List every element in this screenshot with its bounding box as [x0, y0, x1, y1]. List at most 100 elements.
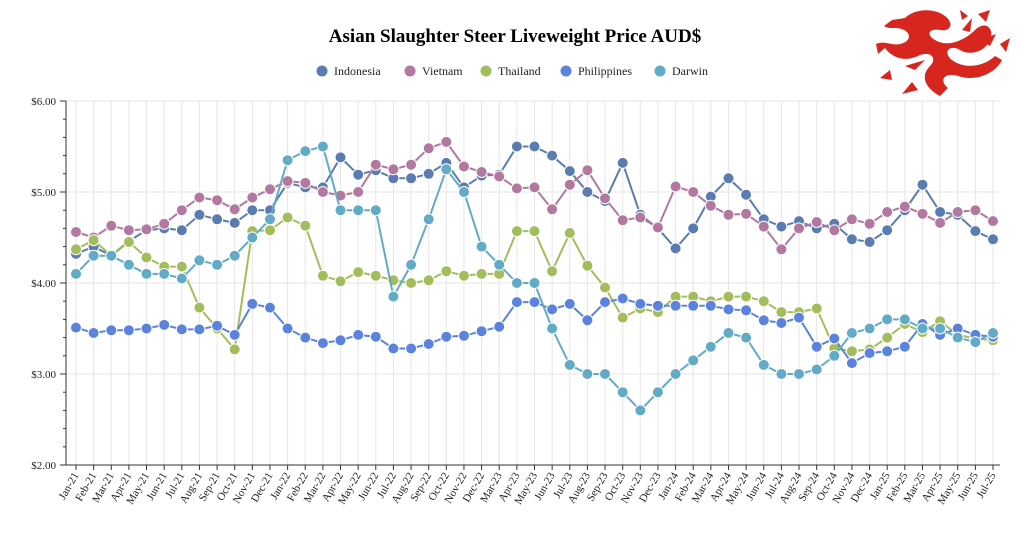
data-point: [581, 259, 594, 272]
y-tick-label: $6.00: [31, 96, 56, 108]
data-point: [140, 223, 153, 236]
data-point: [651, 386, 664, 399]
data-point: [651, 299, 664, 312]
data-point: [828, 224, 841, 237]
data-point: [228, 216, 241, 229]
data-point: [863, 322, 876, 335]
data-point: [669, 299, 682, 312]
data-point: [299, 331, 312, 344]
data-point: [775, 317, 788, 329]
data-point: [722, 208, 735, 221]
data-point: [316, 269, 329, 282]
legend-label: Indonesia: [334, 64, 381, 78]
data-point: [757, 358, 770, 371]
data-point: [281, 211, 294, 224]
data-point: [440, 265, 453, 278]
data-point: [122, 258, 135, 271]
legend-item-thailand: Thailand: [480, 64, 541, 78]
data-point: [510, 140, 523, 153]
data-point: [845, 213, 858, 226]
data-point: [122, 324, 135, 337]
data-point: [193, 254, 206, 267]
data-point: [599, 296, 611, 309]
data-point: [405, 172, 418, 185]
data-point: [740, 188, 753, 201]
legend-item-indonesia: Indonesia: [316, 64, 381, 78]
data-point: [352, 328, 365, 341]
data-point: [228, 249, 241, 262]
data-point: [616, 156, 629, 169]
series-thailand: [70, 211, 999, 358]
data-point: [122, 224, 135, 237]
data-point: [281, 175, 294, 188]
data-point: [264, 301, 276, 314]
data-point: [881, 331, 894, 344]
data-point: [70, 267, 82, 280]
data-point: [987, 327, 999, 339]
data-point: [528, 225, 541, 238]
data-point: [422, 167, 435, 180]
legend-label: Philippines: [578, 64, 632, 78]
data-point: [845, 357, 858, 370]
data-point: [528, 277, 541, 289]
data-point: [510, 182, 523, 195]
data-point: [299, 176, 312, 189]
chart-title: Asian Slaughter Steer Liveweight Price A…: [329, 26, 701, 47]
data-point: [387, 342, 400, 355]
data-point: [440, 163, 453, 176]
data-point: [458, 186, 470, 198]
legend-marker: [560, 65, 572, 77]
data-point: [175, 204, 188, 217]
data-point: [475, 325, 488, 338]
data-point: [934, 216, 947, 229]
y-tick-label: $4.00: [31, 278, 56, 290]
data-point: [757, 295, 770, 308]
data-point: [352, 186, 365, 198]
data-point: [740, 331, 753, 344]
data-point: [510, 296, 523, 309]
series-layer: [70, 135, 999, 417]
data-point: [916, 178, 929, 191]
data-point: [969, 336, 982, 349]
data-point: [563, 178, 576, 191]
data-point: [616, 386, 629, 399]
data-point: [246, 231, 259, 244]
data-point: [651, 221, 664, 234]
data-point: [634, 297, 647, 310]
legend-item-darwin: Darwin: [654, 64, 708, 78]
data-point: [828, 332, 841, 345]
data-point: [105, 219, 118, 232]
data-point: [528, 181, 541, 194]
data-point: [810, 340, 823, 353]
data-point: [422, 142, 435, 155]
data-point: [228, 328, 241, 341]
data-point: [405, 258, 418, 271]
data-point: [334, 275, 347, 288]
data-point: [810, 302, 823, 315]
data-point: [158, 318, 171, 331]
data-point: [458, 329, 470, 342]
data-point: [563, 227, 576, 239]
data-point: [810, 363, 823, 376]
data-point: [599, 281, 611, 294]
data-point: [793, 311, 805, 324]
data-point: [193, 323, 206, 336]
legend-label: Vietnam: [422, 64, 463, 78]
data-point: [934, 322, 947, 335]
data-point: [757, 314, 770, 327]
data-point: [158, 217, 171, 230]
data-point: [140, 322, 153, 335]
data-point: [228, 203, 241, 216]
data-point: [669, 242, 682, 255]
data-point: [740, 207, 753, 220]
data-point: [440, 135, 453, 148]
data-point: [616, 311, 629, 324]
data-point: [140, 267, 153, 280]
data-point: [493, 170, 506, 183]
legend-marker: [316, 65, 328, 77]
data-point: [881, 206, 894, 218]
data-point: [87, 249, 100, 262]
data-point: [264, 213, 276, 226]
data-point: [105, 324, 118, 337]
